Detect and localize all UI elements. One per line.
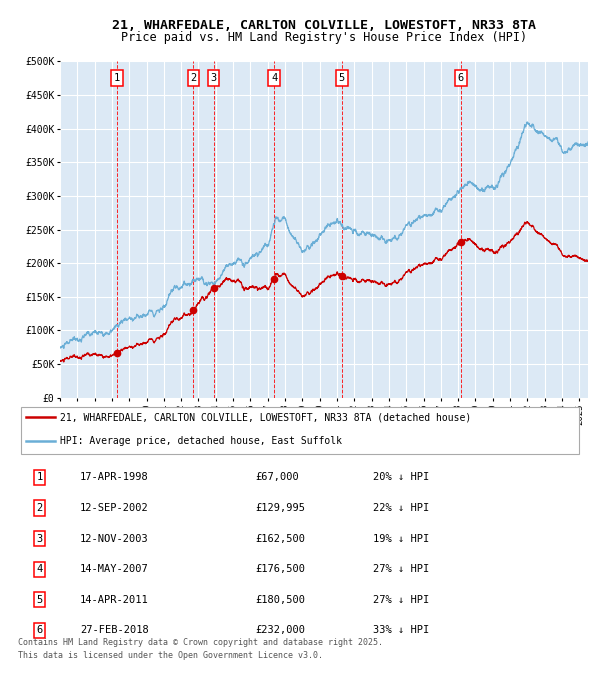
Text: 3: 3 xyxy=(211,73,217,83)
Text: 14-APR-2011: 14-APR-2011 xyxy=(80,595,149,605)
Text: £176,500: £176,500 xyxy=(255,564,305,574)
Text: 5: 5 xyxy=(339,73,345,83)
Text: £232,000: £232,000 xyxy=(255,626,305,635)
Text: £162,500: £162,500 xyxy=(255,534,305,543)
Text: Price paid vs. HM Land Registry's House Price Index (HPI): Price paid vs. HM Land Registry's House … xyxy=(121,31,527,44)
Text: 33% ↓ HPI: 33% ↓ HPI xyxy=(373,626,430,635)
Text: Contains HM Land Registry data © Crown copyright and database right 2025.: Contains HM Land Registry data © Crown c… xyxy=(18,639,383,647)
Text: £180,500: £180,500 xyxy=(255,595,305,605)
Text: This data is licensed under the Open Government Licence v3.0.: This data is licensed under the Open Gov… xyxy=(18,651,323,660)
Text: 2: 2 xyxy=(190,73,196,83)
Text: 6: 6 xyxy=(458,73,464,83)
Text: 2: 2 xyxy=(37,503,43,513)
Text: 27% ↓ HPI: 27% ↓ HPI xyxy=(373,564,430,574)
Text: 5: 5 xyxy=(37,595,43,605)
Text: 27% ↓ HPI: 27% ↓ HPI xyxy=(373,595,430,605)
Text: 1: 1 xyxy=(114,73,120,83)
Text: 1: 1 xyxy=(37,473,43,482)
Text: 3: 3 xyxy=(37,534,43,543)
Text: £67,000: £67,000 xyxy=(255,473,299,482)
Text: 22% ↓ HPI: 22% ↓ HPI xyxy=(373,503,430,513)
Text: 17-APR-1998: 17-APR-1998 xyxy=(80,473,149,482)
Text: £129,995: £129,995 xyxy=(255,503,305,513)
Text: 12-NOV-2003: 12-NOV-2003 xyxy=(80,534,149,543)
Text: 4: 4 xyxy=(271,73,277,83)
Text: 19% ↓ HPI: 19% ↓ HPI xyxy=(373,534,430,543)
Text: 20% ↓ HPI: 20% ↓ HPI xyxy=(373,473,430,482)
Text: 27-FEB-2018: 27-FEB-2018 xyxy=(80,626,149,635)
Text: 4: 4 xyxy=(37,564,43,574)
Text: 12-SEP-2002: 12-SEP-2002 xyxy=(80,503,149,513)
Text: 14-MAY-2007: 14-MAY-2007 xyxy=(80,564,149,574)
Text: 21, WHARFEDALE, CARLTON COLVILLE, LOWESTOFT, NR33 8TA: 21, WHARFEDALE, CARLTON COLVILLE, LOWEST… xyxy=(112,18,536,32)
Text: 21, WHARFEDALE, CARLTON COLVILLE, LOWESTOFT, NR33 8TA (detached house): 21, WHARFEDALE, CARLTON COLVILLE, LOWEST… xyxy=(60,412,472,422)
Text: HPI: Average price, detached house, East Suffolk: HPI: Average price, detached house, East… xyxy=(60,437,342,446)
Text: 6: 6 xyxy=(37,626,43,635)
